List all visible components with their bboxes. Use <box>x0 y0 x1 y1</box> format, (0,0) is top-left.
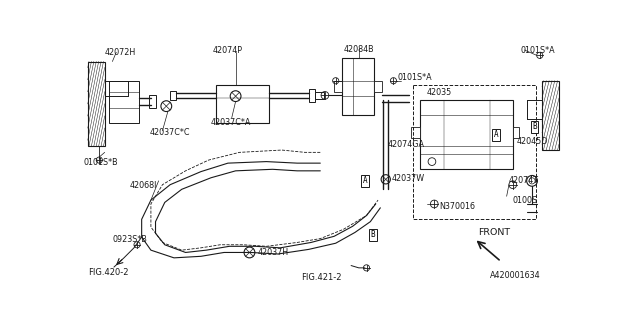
Text: 42074GA: 42074GA <box>388 140 425 149</box>
Text: 0100S: 0100S <box>513 196 538 204</box>
Text: 42074P: 42074P <box>212 46 243 55</box>
Text: 42068I: 42068I <box>129 181 157 190</box>
Text: A: A <box>363 176 367 185</box>
Bar <box>315 92 324 99</box>
Text: 42072H: 42072H <box>105 48 136 57</box>
Text: A420001634: A420001634 <box>490 271 540 280</box>
Bar <box>342 58 374 116</box>
Bar <box>148 95 156 108</box>
Bar <box>542 81 559 150</box>
Bar <box>308 89 315 101</box>
Text: 42074T: 42074T <box>509 176 539 185</box>
Text: N370016: N370016 <box>440 202 476 211</box>
Text: 42037W: 42037W <box>392 174 425 183</box>
Text: 0923S*B: 0923S*B <box>113 235 147 244</box>
Bar <box>109 81 140 123</box>
Text: 42035: 42035 <box>427 88 452 98</box>
Text: 0101S*A: 0101S*A <box>520 46 555 55</box>
Bar <box>374 81 382 92</box>
Bar <box>513 127 519 138</box>
Bar <box>334 81 342 92</box>
Bar <box>420 100 513 169</box>
Text: 42037C*C: 42037C*C <box>149 129 190 138</box>
Bar <box>411 127 420 138</box>
Text: 42037H: 42037H <box>257 248 288 257</box>
Bar <box>413 84 536 219</box>
Text: A: A <box>493 130 498 139</box>
Text: FIG.421-2: FIG.421-2 <box>301 273 342 282</box>
Bar <box>88 61 105 146</box>
Text: B: B <box>371 230 375 239</box>
Text: 42037C*A: 42037C*A <box>211 118 252 127</box>
Text: FIG.420-2: FIG.420-2 <box>88 268 128 277</box>
Text: B: B <box>532 123 537 132</box>
Text: 0101S*A: 0101S*A <box>397 73 432 82</box>
Text: FRONT: FRONT <box>478 228 510 237</box>
Bar <box>170 91 176 100</box>
Text: 0101S*B: 0101S*B <box>84 158 118 167</box>
Bar <box>216 84 269 123</box>
Text: 42084B: 42084B <box>344 44 374 53</box>
Text: 42045D: 42045D <box>516 137 548 146</box>
